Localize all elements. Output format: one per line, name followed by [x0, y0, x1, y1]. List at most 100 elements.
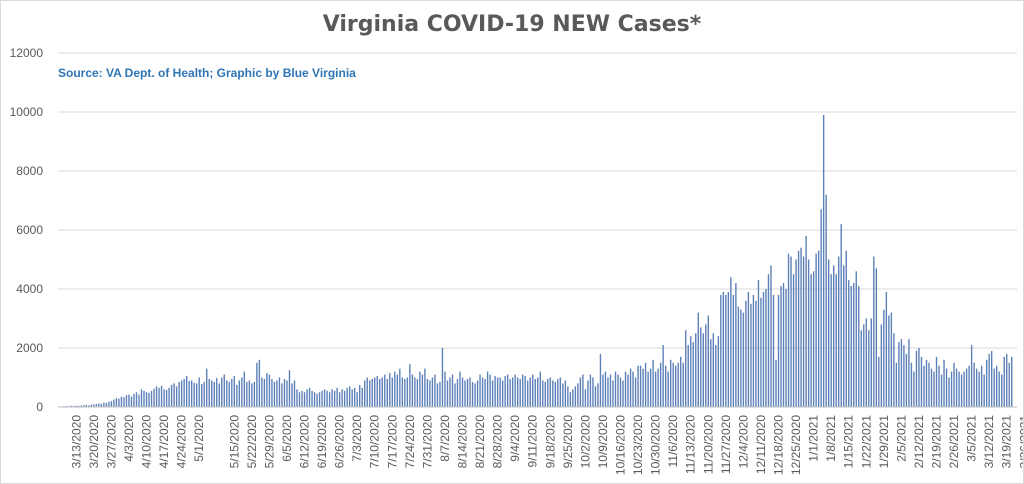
bar [845, 250, 847, 407]
bar [677, 362, 679, 407]
bar [326, 390, 328, 407]
bar [527, 380, 529, 407]
bar [369, 380, 371, 407]
bar [283, 378, 286, 407]
bar [511, 377, 514, 407]
bar [735, 283, 737, 407]
bar [474, 383, 476, 407]
x-tick-label: 2/19/2021 [930, 415, 944, 469]
bar [910, 362, 913, 407]
bar [343, 390, 346, 407]
bar [306, 389, 308, 407]
x-tick-label: 8/28/2020 [491, 415, 505, 469]
bar [436, 383, 439, 407]
bar [175, 386, 178, 407]
bar [1001, 374, 1003, 407]
bar [276, 380, 278, 407]
bar [732, 294, 735, 407]
bar [990, 350, 993, 407]
bar [504, 376, 506, 407]
bar [722, 291, 725, 407]
bar [797, 250, 800, 407]
bar [863, 324, 865, 407]
bar [893, 333, 895, 407]
bar [978, 371, 980, 407]
bar [150, 390, 153, 407]
bar [361, 387, 363, 407]
bar [424, 368, 426, 407]
bar [251, 383, 253, 407]
bar [404, 378, 406, 407]
bar [765, 289, 767, 407]
x-tick-label: 10/9/2020 [596, 415, 610, 469]
bar [865, 318, 867, 407]
x-tick-label: 7/24/2020 [403, 415, 417, 469]
bar [118, 398, 120, 407]
bar [208, 378, 210, 407]
bar [514, 374, 516, 407]
bar [868, 330, 870, 407]
bar [612, 380, 614, 407]
bar [471, 381, 474, 407]
x-tick-label: 3/12/2021 [982, 415, 996, 469]
source-note: Source: VA Dept. of Health; Graphic by B… [58, 66, 356, 80]
y-tick-label: 10000 [10, 105, 44, 119]
bar [690, 336, 692, 407]
bar [1011, 356, 1013, 407]
bar [454, 383, 456, 407]
bar [760, 297, 762, 407]
bar [246, 381, 248, 407]
bar [963, 371, 965, 407]
x-tick-label: 2/26/2021 [947, 415, 961, 469]
bar [356, 392, 358, 407]
bar [193, 382, 195, 407]
bar [439, 381, 441, 407]
bar [414, 377, 416, 407]
x-tick-label: 6/5/2020 [280, 415, 294, 462]
bar [188, 381, 190, 407]
x-tick-label: 10/23/2020 [631, 415, 645, 475]
bar [614, 371, 617, 407]
bar [985, 359, 988, 407]
bar [888, 315, 890, 407]
bar [517, 377, 519, 407]
bar [782, 283, 785, 407]
x-tick-label: 11/20/2020 [701, 415, 715, 474]
bar [657, 368, 659, 407]
bar [145, 392, 148, 407]
bar [180, 380, 183, 407]
bar [669, 359, 672, 407]
bar [940, 374, 943, 407]
x-tick-label: 4/10/2020 [140, 415, 154, 469]
bar [787, 253, 790, 407]
bar [953, 362, 955, 407]
bar [785, 289, 787, 407]
bar [348, 386, 351, 407]
bar [950, 371, 953, 407]
gridlines [58, 52, 1017, 349]
bar [880, 324, 883, 407]
bar [173, 383, 175, 407]
y-tick-label: 2000 [16, 341, 43, 355]
bar [983, 374, 985, 407]
bar [243, 371, 246, 407]
bar [534, 378, 536, 407]
x-tick-label: 3/19/2021 [1000, 415, 1014, 469]
bar [930, 368, 933, 407]
y-tick-label: 0 [36, 400, 43, 414]
bar [717, 336, 720, 407]
bar [426, 378, 429, 407]
bar [444, 371, 446, 407]
bar [384, 374, 386, 407]
bar [221, 377, 223, 407]
bar [376, 376, 378, 407]
bar [572, 389, 574, 407]
bar [1008, 362, 1010, 407]
bar [481, 377, 484, 407]
bar [742, 312, 745, 407]
bar [401, 377, 404, 407]
bar [973, 362, 975, 407]
bar [409, 364, 411, 407]
bar [993, 368, 995, 407]
